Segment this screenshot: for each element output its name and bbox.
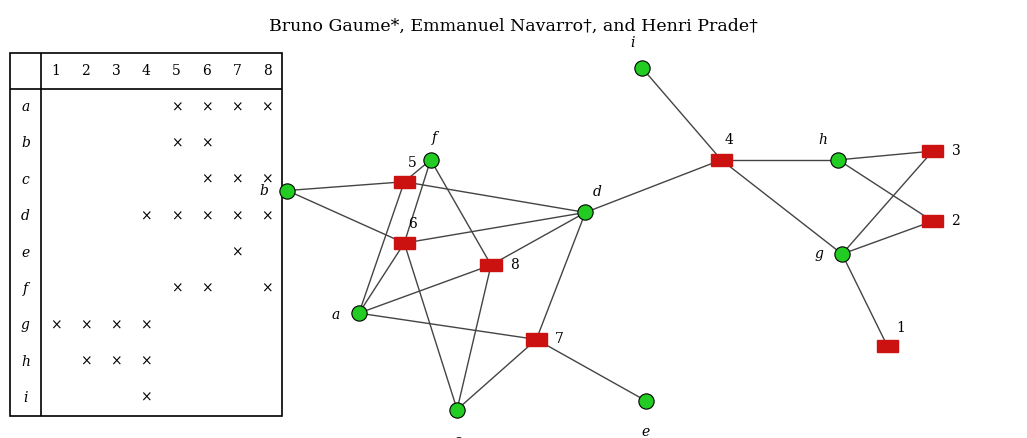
Text: ×: ×	[80, 355, 91, 368]
Bar	[922, 145, 943, 157]
Text: c: c	[453, 434, 461, 438]
Text: b: b	[260, 184, 268, 198]
Bar	[526, 333, 547, 346]
Text: f: f	[432, 131, 438, 145]
Text: b: b	[21, 137, 30, 150]
Text: ×: ×	[110, 355, 122, 368]
Text: ×: ×	[231, 246, 242, 259]
Text: ×: ×	[141, 355, 152, 368]
Text: i: i	[24, 391, 28, 405]
Text: h: h	[21, 355, 30, 368]
Text: ×: ×	[170, 282, 183, 296]
Text: ×: ×	[141, 318, 152, 332]
Text: c: c	[22, 173, 29, 187]
Text: ×: ×	[231, 173, 242, 187]
Bar	[393, 176, 415, 188]
Text: ×: ×	[170, 137, 183, 150]
Bar	[711, 154, 732, 166]
Text: ×: ×	[262, 282, 273, 296]
Bar	[877, 340, 898, 352]
Text: 4: 4	[725, 133, 734, 147]
Text: f: f	[23, 282, 28, 296]
Text: 7: 7	[556, 332, 564, 346]
Text: 2: 2	[81, 64, 90, 78]
Text: 6: 6	[202, 64, 212, 78]
Text: ×: ×	[170, 209, 183, 223]
Text: ×: ×	[80, 318, 91, 332]
Text: ×: ×	[262, 100, 273, 114]
Text: e: e	[22, 246, 30, 259]
Text: 7: 7	[233, 64, 241, 78]
Text: ×: ×	[110, 318, 122, 332]
Text: ×: ×	[201, 137, 213, 150]
Text: 8: 8	[510, 258, 519, 272]
Text: ×: ×	[231, 209, 242, 223]
Text: g: g	[21, 318, 30, 332]
Text: Bruno Gaume*, Emmanuel Navarro†, and Henri Prade†: Bruno Gaume*, Emmanuel Navarro†, and Hen…	[269, 18, 758, 35]
Bar	[481, 259, 501, 271]
Text: a: a	[332, 308, 340, 322]
Text: ×: ×	[50, 318, 62, 332]
Text: 1: 1	[897, 321, 905, 335]
Text: g: g	[814, 247, 824, 261]
Text: d: d	[593, 185, 602, 199]
Text: ×: ×	[141, 209, 152, 223]
Text: ×: ×	[201, 209, 213, 223]
Bar	[922, 215, 943, 227]
Text: ×: ×	[262, 209, 273, 223]
Text: ×: ×	[262, 173, 273, 187]
Text: 5: 5	[408, 155, 417, 170]
Text: ×: ×	[201, 100, 213, 114]
Text: ×: ×	[231, 100, 242, 114]
Bar	[393, 237, 415, 249]
Text: d: d	[21, 209, 30, 223]
Text: ×: ×	[201, 173, 213, 187]
Text: ×: ×	[141, 391, 152, 405]
Text: i: i	[630, 36, 635, 50]
Text: ×: ×	[201, 282, 213, 296]
Text: 6: 6	[408, 217, 417, 231]
Text: 3: 3	[112, 64, 120, 78]
Text: 2: 2	[951, 214, 960, 228]
Text: e: e	[642, 425, 650, 438]
Text: ×: ×	[170, 100, 183, 114]
Text: 8: 8	[263, 64, 272, 78]
Text: 1: 1	[51, 64, 60, 78]
Text: h: h	[819, 133, 827, 147]
Text: 3: 3	[951, 144, 960, 158]
Text: 4: 4	[142, 64, 151, 78]
Text: a: a	[22, 100, 30, 114]
Text: 5: 5	[173, 64, 181, 78]
